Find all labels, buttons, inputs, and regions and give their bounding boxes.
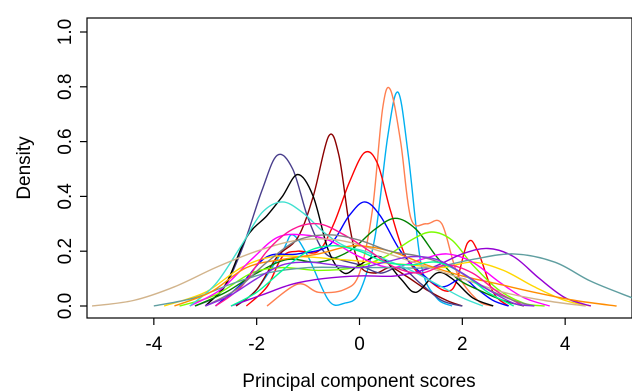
density-curve-20 [205, 255, 535, 307]
x-tick-label: -4 [145, 334, 162, 355]
density-curve-3 [245, 150, 510, 307]
x-tick-label: 0 [354, 334, 365, 355]
density-curve-11 [189, 233, 550, 307]
x-tick-label: 2 [457, 334, 468, 355]
density-curve-6 [204, 173, 494, 307]
density-curve-4 [235, 133, 463, 307]
density-curve-13 [153, 253, 632, 307]
density-curve-8 [194, 217, 525, 307]
density-curve-9 [179, 231, 545, 307]
density-curve-2 [266, 86, 494, 307]
density-curve-15 [92, 238, 586, 307]
x-tick-label: 4 [560, 334, 571, 355]
y-axis-title: Density [14, 136, 35, 200]
density-curve-1 [235, 91, 453, 307]
y-tick-label: 0.6 [55, 128, 76, 154]
x-axis-title: Principal component scores [242, 371, 475, 391]
y-tick-label: 0.0 [55, 293, 76, 319]
y-tick-label: 1.0 [55, 19, 76, 45]
y-tick-label: 0.4 [55, 183, 76, 210]
density-curve-17 [215, 222, 525, 307]
x-tick-label: -2 [248, 334, 265, 355]
y-axis: 0.0 0.2 0.4 0.6 0.8 1.0 [55, 19, 87, 319]
x-axis: -4 -2 0 2 4 [145, 318, 571, 355]
y-tick-label: 0.8 [55, 74, 76, 100]
density-curves [92, 86, 632, 307]
y-tick-label: 0.2 [55, 238, 76, 264]
